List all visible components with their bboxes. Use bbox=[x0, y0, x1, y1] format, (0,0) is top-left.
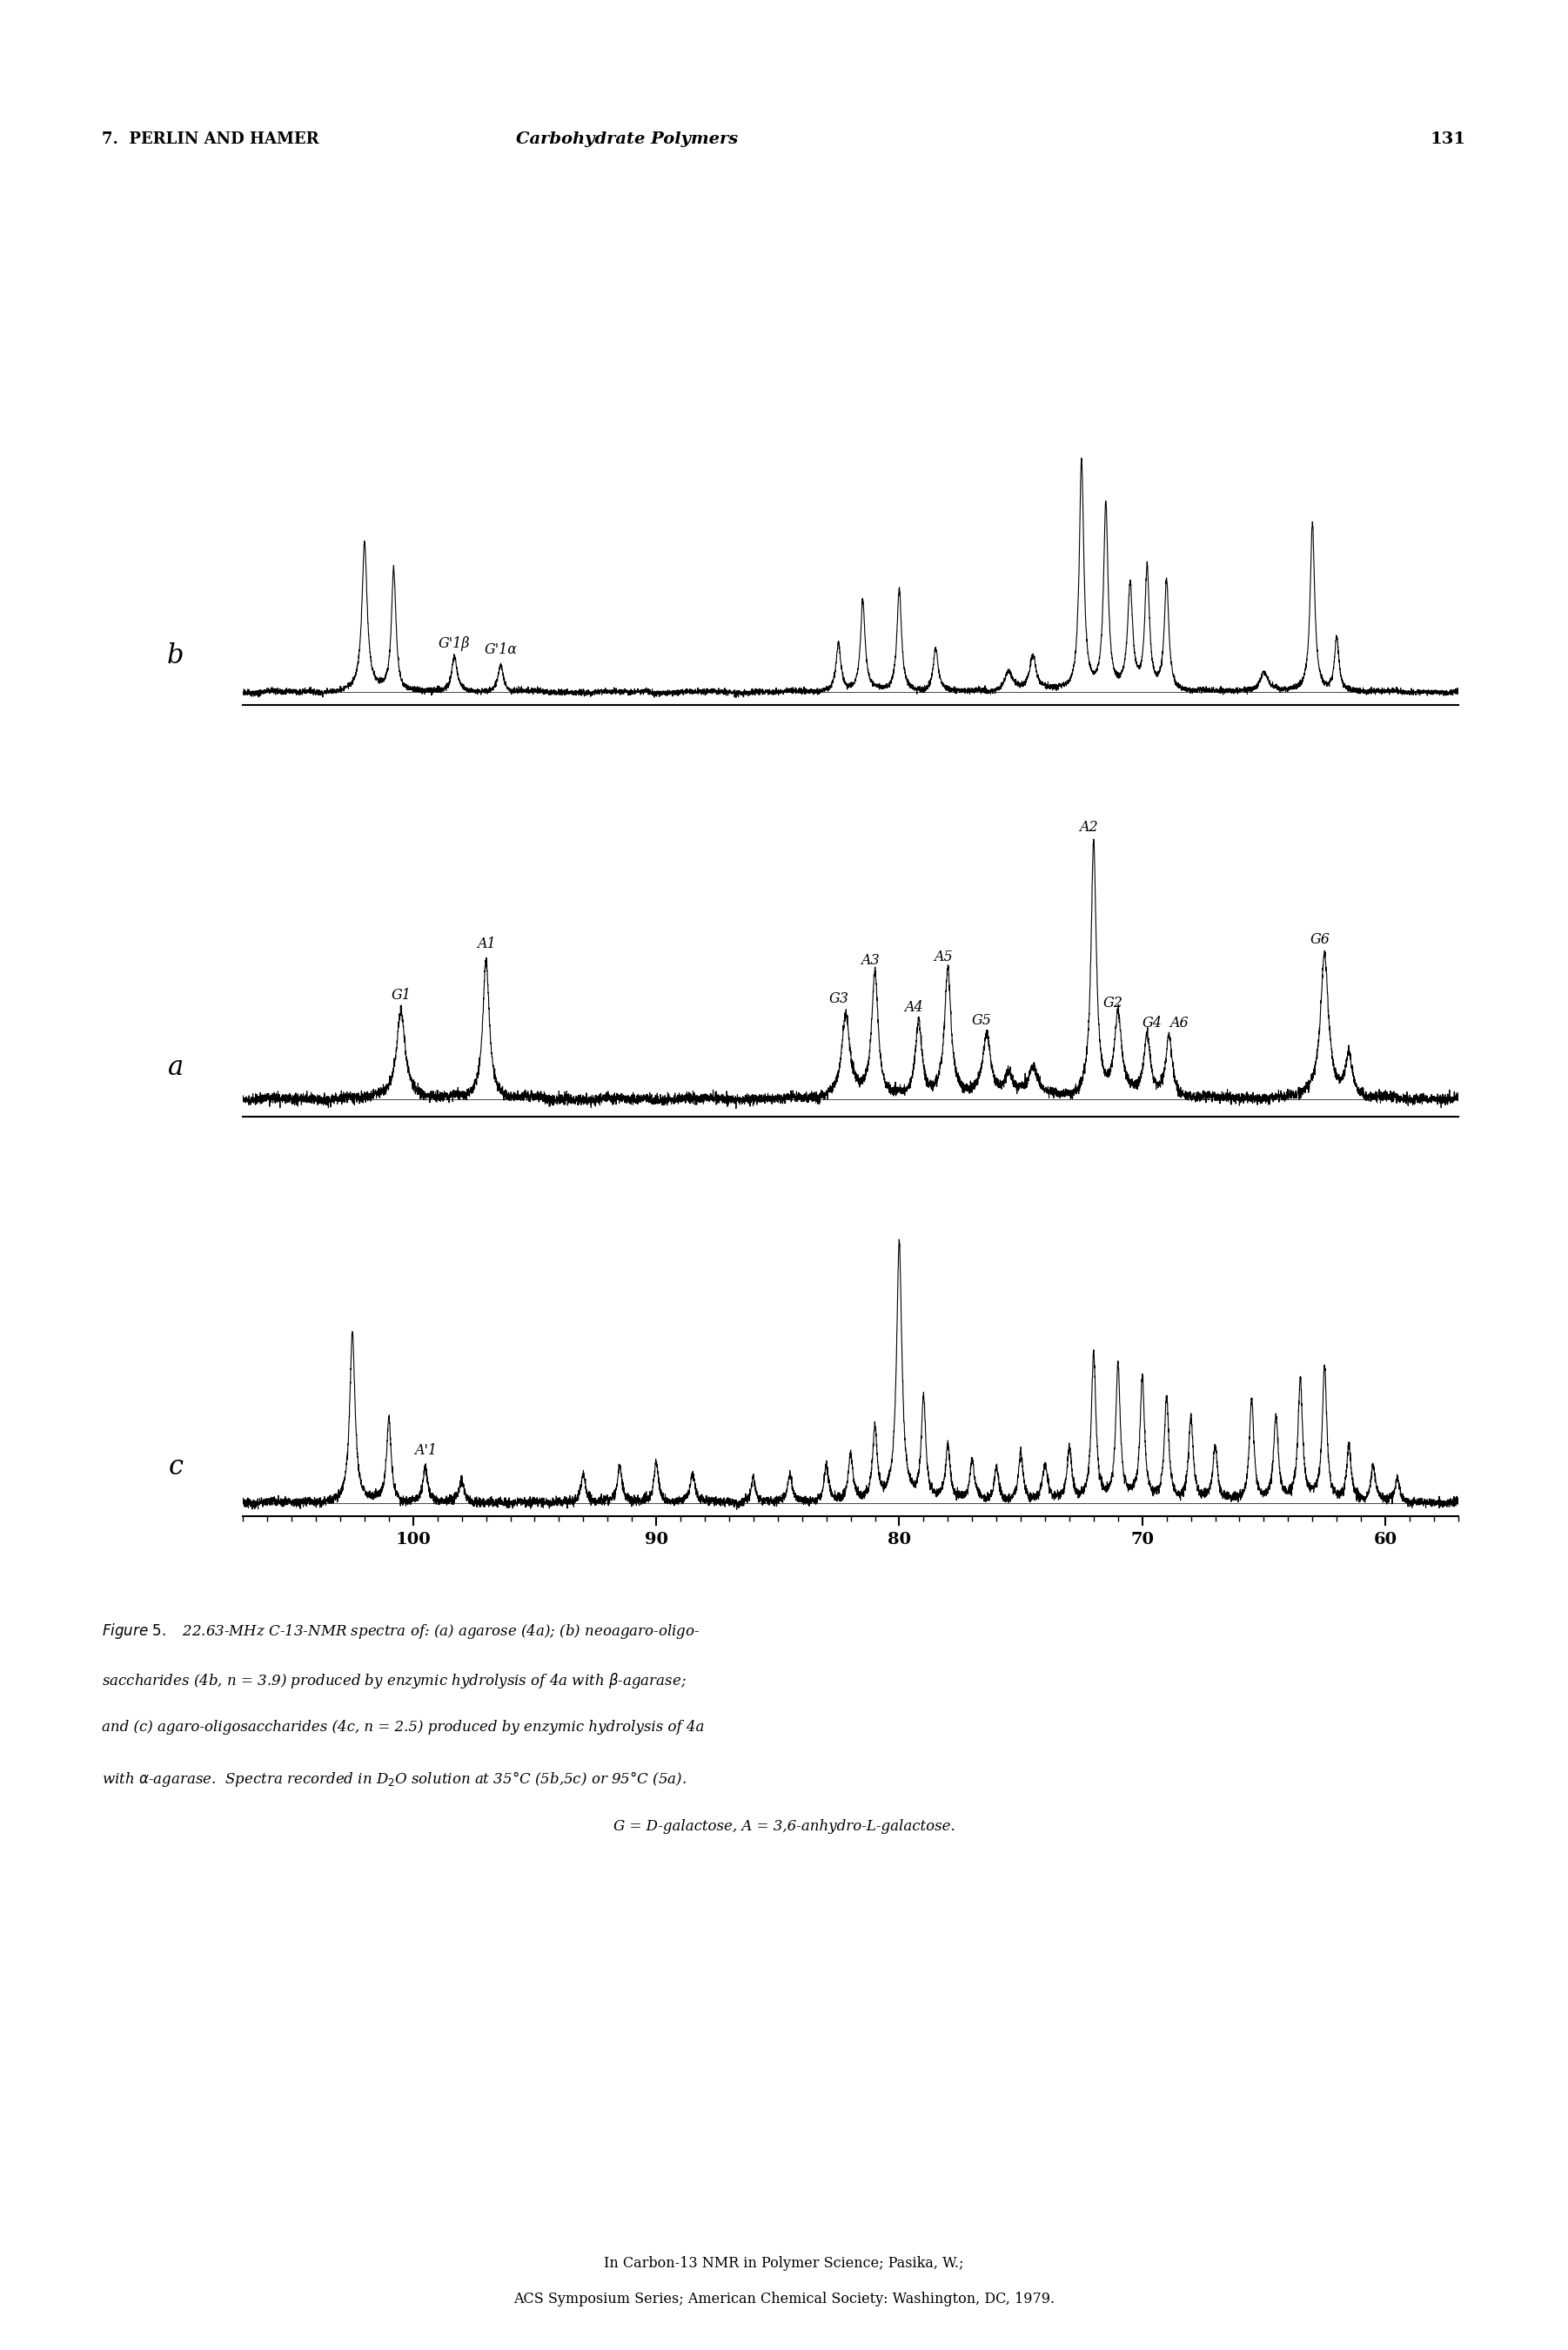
Text: G4: G4 bbox=[1142, 1015, 1162, 1029]
Text: $\it{Figure\ 5.}$   22.63-MHz C-13-NMR spectra of: (a) agarose (4a); (b) neoagar: $\it{Figure\ 5.}$ 22.63-MHz C-13-NMR spe… bbox=[102, 1621, 701, 1640]
Text: G5: G5 bbox=[972, 1013, 993, 1027]
Text: A6: A6 bbox=[1170, 1015, 1189, 1029]
Text: with $\it{\alpha}$-agarase.  Spectra recorded in D$_2$O solution at 35$\degree$C: with $\it{\alpha}$-agarase. Spectra reco… bbox=[102, 1770, 687, 1788]
Text: G2: G2 bbox=[1104, 996, 1123, 1010]
Text: A3: A3 bbox=[861, 954, 880, 968]
Text: ACS Symposium Series; American Chemical Society: Washington, DC, 1979.: ACS Symposium Series; American Chemical … bbox=[513, 2291, 1055, 2305]
Text: A1: A1 bbox=[477, 935, 495, 952]
Text: G'1β: G'1β bbox=[439, 637, 470, 651]
Text: G3: G3 bbox=[828, 992, 848, 1006]
Text: G'1α: G'1α bbox=[485, 642, 517, 658]
Text: and (c) agaro-oligosaccharides (4c, n = 2.5) produced by enzymic hydrolysis of 4: and (c) agaro-oligosaccharides (4c, n = … bbox=[102, 1720, 704, 1734]
Text: In Carbon-13 NMR in Polymer Science; Pasika, W.;: In Carbon-13 NMR in Polymer Science; Pas… bbox=[604, 2256, 964, 2270]
Text: G = D-galactose, A = 3,6-anhydro-L-galactose.: G = D-galactose, A = 3,6-anhydro-L-galac… bbox=[613, 1819, 955, 1833]
Text: 131: 131 bbox=[1430, 132, 1466, 148]
Text: saccharides (4b, n = 3.9) produced by enzymic hydrolysis of 4a with $\it{\beta}$: saccharides (4b, n = 3.9) produced by en… bbox=[102, 1671, 687, 1690]
Text: 7.  PERLIN AND HAMER: 7. PERLIN AND HAMER bbox=[102, 132, 320, 148]
Text: b: b bbox=[168, 644, 183, 670]
Text: G6: G6 bbox=[1309, 933, 1330, 947]
Text: G1: G1 bbox=[390, 987, 411, 1003]
Text: A'1: A'1 bbox=[414, 1443, 436, 1457]
Text: c: c bbox=[168, 1455, 183, 1480]
Text: Carbohydrate Polymers: Carbohydrate Polymers bbox=[516, 132, 739, 148]
Text: a: a bbox=[168, 1055, 183, 1081]
Text: A4: A4 bbox=[905, 1001, 924, 1015]
Text: A5: A5 bbox=[933, 949, 952, 964]
Text: A2: A2 bbox=[1079, 820, 1098, 834]
